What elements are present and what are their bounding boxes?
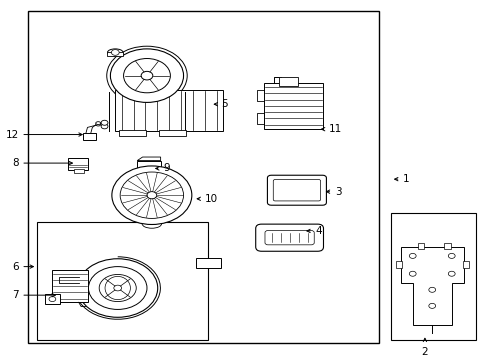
Circle shape (49, 297, 56, 302)
FancyBboxPatch shape (273, 180, 320, 201)
Text: 3: 3 (334, 186, 341, 197)
Polygon shape (137, 157, 160, 161)
Bar (195, 258, 221, 269)
Circle shape (428, 303, 435, 309)
Text: 9: 9 (163, 163, 169, 174)
Bar (462, 261, 468, 269)
Bar (44, 294, 60, 304)
FancyBboxPatch shape (264, 230, 314, 245)
Circle shape (408, 271, 415, 276)
Circle shape (141, 71, 153, 80)
Circle shape (447, 271, 454, 276)
FancyBboxPatch shape (255, 224, 323, 251)
Bar (107, 52, 123, 56)
Text: 5: 5 (221, 99, 228, 109)
Circle shape (101, 120, 108, 125)
Ellipse shape (96, 123, 101, 126)
Circle shape (123, 59, 170, 93)
Bar (115, 90, 222, 131)
Bar (444, 243, 450, 249)
Ellipse shape (96, 122, 101, 125)
Bar (27, 12, 378, 343)
Bar (37, 222, 207, 340)
Circle shape (110, 49, 183, 102)
Text: 6: 6 (12, 262, 19, 271)
Text: 12: 12 (5, 130, 19, 140)
Circle shape (114, 285, 122, 291)
Text: 11: 11 (328, 124, 342, 134)
Circle shape (408, 253, 415, 258)
Circle shape (99, 274, 136, 302)
Bar (159, 130, 185, 136)
Bar (417, 243, 424, 249)
Circle shape (112, 166, 191, 225)
Bar (278, 77, 298, 86)
Circle shape (88, 267, 147, 310)
Bar (264, 83, 322, 129)
Polygon shape (400, 247, 463, 325)
Text: 4: 4 (315, 226, 321, 236)
Ellipse shape (105, 276, 130, 300)
Text: 8: 8 (12, 158, 19, 168)
Text: 1: 1 (402, 174, 409, 184)
Bar (74, 169, 83, 173)
Text: 2: 2 (421, 347, 427, 357)
Circle shape (101, 124, 108, 129)
Circle shape (147, 192, 157, 199)
Circle shape (111, 50, 119, 55)
Bar (82, 133, 96, 140)
Bar (119, 130, 145, 136)
Circle shape (428, 287, 435, 292)
Bar (68, 158, 88, 170)
Bar (390, 213, 475, 340)
Ellipse shape (107, 49, 123, 56)
Circle shape (447, 253, 454, 258)
Circle shape (120, 172, 183, 219)
FancyBboxPatch shape (267, 175, 326, 205)
Circle shape (78, 259, 158, 317)
Text: 7: 7 (12, 290, 19, 300)
Bar (137, 161, 160, 176)
Bar (395, 261, 401, 269)
Text: 10: 10 (204, 194, 217, 204)
Bar (52, 270, 88, 302)
